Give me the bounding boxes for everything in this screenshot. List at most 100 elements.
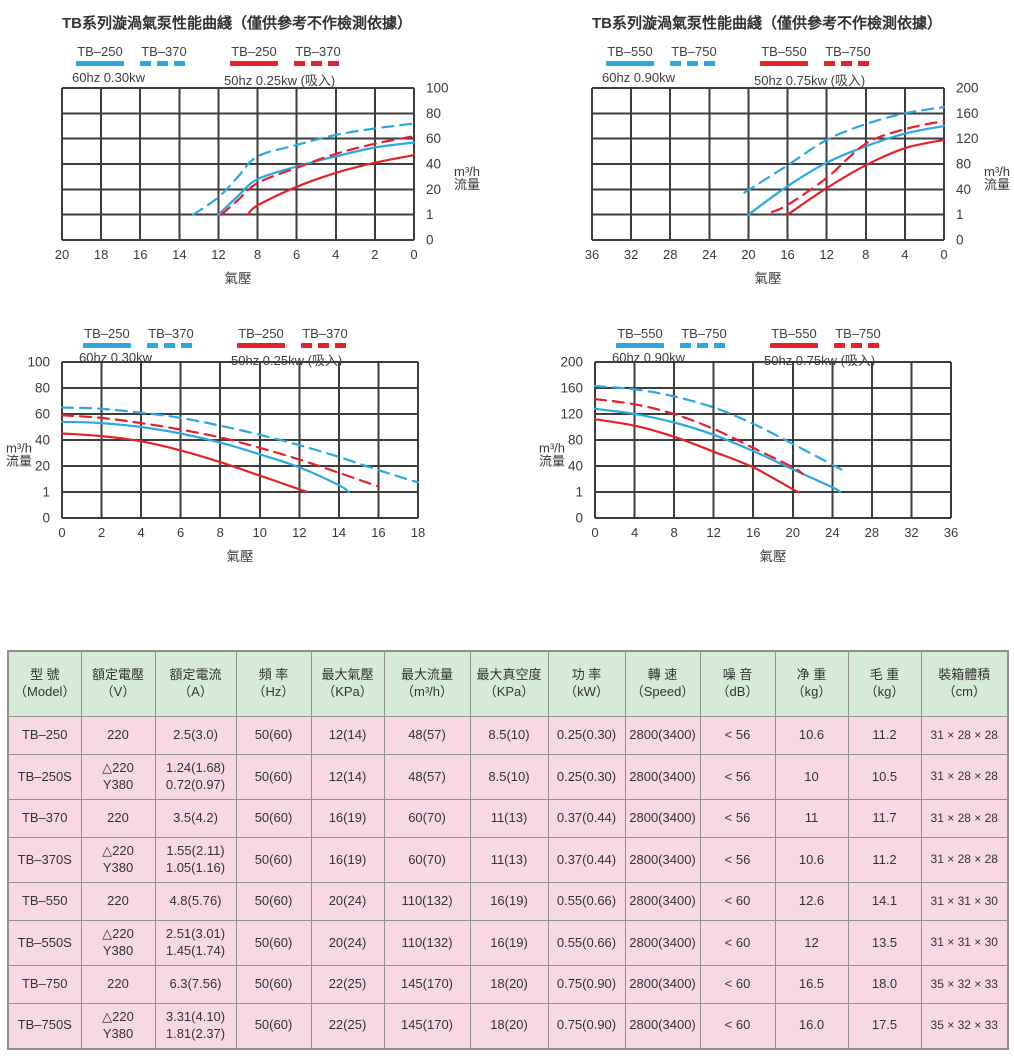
x-tick-label: 12 xyxy=(706,525,720,540)
spec-cell: 16.5 xyxy=(774,965,849,1004)
legend-swatch-dashed-red xyxy=(834,343,882,348)
legend-swatch-solid-red xyxy=(760,61,808,66)
series-curve-tb–750-50hz xyxy=(593,398,804,476)
legend-item: TB–250 xyxy=(68,44,132,66)
x-tick-label: 14 xyxy=(172,247,186,262)
series-curve-tb–370-50hz xyxy=(220,135,416,216)
series-curve-tb–750-60hz xyxy=(743,105,946,194)
spec-cell: 8.5(10) xyxy=(469,716,549,755)
series-curve-tb–370-60hz xyxy=(60,406,420,484)
spec-cell: 8.5(10) xyxy=(469,754,549,800)
y-tick-label: 80 xyxy=(956,157,971,172)
x-axis-label: 氣壓 xyxy=(225,271,252,286)
spec-cell: 0.25(0.30) xyxy=(547,754,626,800)
spec-cell: 10.5 xyxy=(847,754,922,800)
x-tick-label: 0 xyxy=(58,525,65,540)
x-tick-label: 4 xyxy=(631,525,638,540)
column-header: 噪 音 （dB） xyxy=(699,650,776,717)
legend-label: TB–550 xyxy=(607,44,653,59)
legend-label: TB–250 xyxy=(238,326,284,341)
series-curve-tb–750-60hz xyxy=(593,384,849,474)
spec-cell: 50(60) xyxy=(235,1003,312,1049)
spec-cell: < 56 xyxy=(699,754,776,800)
condition-label: 60hz 0.90kw xyxy=(602,70,675,85)
spec-cell: 6.3(7.56) xyxy=(154,965,237,1004)
legend-swatch-dashed-red xyxy=(824,61,872,66)
y-tick-label: 40 xyxy=(956,182,971,197)
column-header: 功 率 （kW） xyxy=(547,650,626,717)
header-row: 型 號 （Model） 額定電壓 （V） 額定電流 （A）頻 率 （Hz） 最大氣壓 … xyxy=(7,650,1009,717)
column-header: 裝箱體積 （cm） xyxy=(920,650,1009,717)
spec-row-TB–370: TB–370 220 3.5(4.2) 50(60) 16(19) 60(70) 11(13… xyxy=(7,799,1009,838)
spec-cell: 12(14) xyxy=(310,716,385,755)
y-tick-label: 0 xyxy=(956,233,964,248)
spec-cell: 3.31(4.10) 1.81(2.37) xyxy=(154,1003,237,1049)
model-cell: TB–550S xyxy=(7,920,82,966)
spec-cell: 220 xyxy=(80,799,156,838)
spec-cell: < 56 xyxy=(699,837,776,883)
y-tick-label: 40 xyxy=(35,433,50,448)
x-tick-label: 12 xyxy=(292,525,306,540)
y-tick-label: 40 xyxy=(426,157,441,172)
model-cell: TB–750 xyxy=(7,965,82,1004)
legend-label: TB–370 xyxy=(302,326,348,341)
spec-cell: 12.6 xyxy=(774,882,849,921)
x-tick-label: 32 xyxy=(624,247,638,262)
x-tick-label: 18 xyxy=(411,525,425,540)
model-cell: TB–750S xyxy=(7,1003,82,1049)
x-tick-label: 6 xyxy=(177,525,184,540)
legend-swatch-solid-blue xyxy=(606,61,654,66)
series-curve-tb–550-50hz xyxy=(593,418,800,494)
spec-cell: 0.75(0.90) xyxy=(547,1003,626,1049)
column-header: 轉 速 （Speed） xyxy=(624,650,701,717)
column-header: 額定電流 （A） xyxy=(154,650,237,717)
spec-cell: 10 xyxy=(774,754,849,800)
legend-swatch-dashed-blue xyxy=(680,343,728,348)
spec-cell: < 60 xyxy=(699,920,776,966)
spec-cell: 31 × 28 × 28 xyxy=(920,716,1009,755)
x-tick-label: 4 xyxy=(901,247,908,262)
spec-cell: 16.0 xyxy=(774,1003,849,1049)
spec-cell: △220 Y380 xyxy=(80,920,156,966)
x-axis-label: 氣壓 xyxy=(760,549,787,564)
series-curve-tb–250-50hz xyxy=(246,154,416,216)
y-tick-label: 80 xyxy=(35,381,50,396)
y-tick-label: 100 xyxy=(426,81,449,96)
x-tick-label: 16 xyxy=(746,525,760,540)
spec-cell: 16(19) xyxy=(310,837,385,883)
y-tick-label: 20 xyxy=(426,182,441,197)
spec-cell: 12(14) xyxy=(310,754,385,800)
series-curve-tb–550-50hz xyxy=(786,138,946,216)
spec-cell: 220 xyxy=(80,965,156,1004)
spec-cell: 31 × 28 × 28 xyxy=(920,799,1009,838)
legend-item: TB–550 xyxy=(608,326,672,348)
spec-cell: 110(132) xyxy=(383,882,471,921)
legend-label: TB–370 xyxy=(148,326,194,341)
spec-cell: 2.51(3.01) 1.45(1.74) xyxy=(154,920,237,966)
legend-item: TB–750 xyxy=(672,326,736,348)
x-tick-label: 20 xyxy=(786,525,800,540)
x-axis-label: 氣壓 xyxy=(227,549,254,564)
x-tick-label: 8 xyxy=(862,247,869,262)
spec-cell: 220 xyxy=(80,716,156,755)
spec-row-TB–750S: TB–750S △220 Y380 3.31(4.10) 1.81(2.37) 50(… xyxy=(7,1003,1009,1049)
chart-title: TB系列漩渦氣泵性能曲綫（僅供參考不作檢測依據） xyxy=(62,15,412,32)
x-tick-label: 24 xyxy=(825,525,839,540)
chart-legend: TB–550 TB–750 TB–550 TB–750 xyxy=(598,44,880,66)
column-header: 毛 重 （kg） xyxy=(847,650,922,717)
spec-cell: 22(25) xyxy=(310,1003,385,1049)
legend-swatch-dashed-blue xyxy=(670,61,718,66)
spec-row-TB–250: TB–250 220 2.5(3.0) 50(60) 12(14) 48(57) 8.5(1… xyxy=(7,716,1009,755)
column-header: 最大流量 （m³/h） xyxy=(383,650,471,717)
legend-label: TB–550 xyxy=(761,44,807,59)
legend-item: TB–550 xyxy=(598,44,662,66)
x-tick-label: 18 xyxy=(94,247,108,262)
x-tick-label: 8 xyxy=(217,525,224,540)
spec-cell: 17.5 xyxy=(847,1003,922,1049)
series-curve-tb–250-60hz xyxy=(217,141,416,216)
column-header: 頻 率 （Hz） xyxy=(235,650,312,717)
spec-cell: 31 × 31 × 30 xyxy=(920,882,1009,921)
spec-cell: 0.25(0.30) xyxy=(547,716,626,755)
